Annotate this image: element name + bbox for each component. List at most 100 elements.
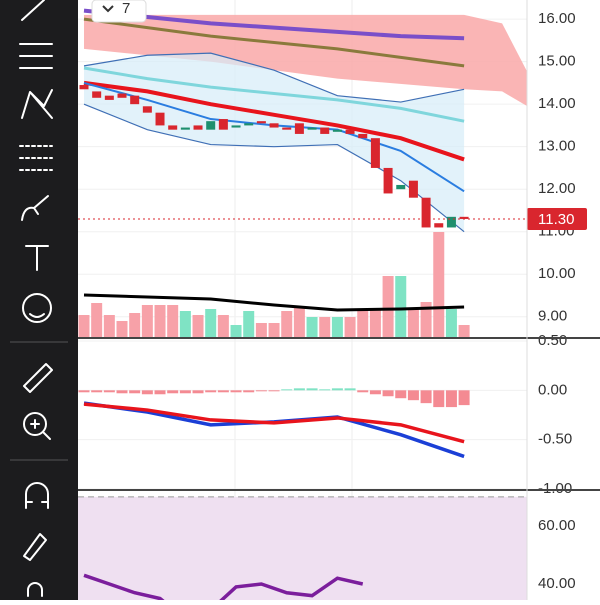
- y-tick-label: 0.00: [538, 381, 567, 398]
- volume-bar: [154, 305, 166, 337]
- emoji-smile: [29, 313, 45, 318]
- volume-bar: [91, 303, 103, 337]
- volume-bar: [129, 313, 141, 337]
- macd-hist: [293, 388, 305, 391]
- lock-drawing-tool[interactable]: [23, 533, 47, 561]
- volume-bar: [78, 315, 90, 337]
- macd-hist: [420, 390, 432, 404]
- y-tick-label: 15.00: [538, 53, 576, 70]
- candle-body: [193, 125, 203, 130]
- candle-body: [92, 91, 102, 98]
- macd-hist: [369, 390, 381, 395]
- y-tick-label: 13.00: [538, 138, 576, 155]
- macd-hist: [154, 390, 166, 395]
- y-tick-label: 14.00: [538, 95, 576, 112]
- macd-hist: [243, 390, 255, 393]
- candle-body: [294, 123, 304, 134]
- macd-hist: [255, 390, 267, 392]
- volume-bar: [458, 325, 470, 337]
- candle-body: [180, 127, 190, 130]
- candle-body: [370, 138, 380, 168]
- chevron: [102, 5, 114, 13]
- band-lower: [83, 103, 465, 233]
- candle-body: [396, 184, 406, 190]
- ruler-tool[interactable]: [23, 363, 53, 393]
- last-price-text: 11.30: [538, 211, 574, 228]
- macd-hist: [129, 390, 141, 394]
- y-tick-label: 10.00: [538, 265, 576, 282]
- lines-tool[interactable]: [19, 43, 53, 69]
- candle-body: [421, 197, 431, 228]
- candle-body: [142, 106, 152, 113]
- zoom-tool[interactable]: [23, 412, 47, 436]
- candle-body: [79, 85, 89, 90]
- volume-bar: [192, 315, 204, 337]
- volume-bar: [420, 302, 432, 337]
- badge-count: 7: [122, 0, 130, 17]
- indicator-badge[interactable]: [91, 0, 147, 23]
- candle-body: [231, 125, 241, 128]
- y-tick-label: 60.00: [538, 517, 576, 534]
- macd-hist: [357, 390, 369, 393]
- candle-body: [218, 119, 228, 130]
- y-tick-label: 16.00: [538, 10, 576, 27]
- macd-hist: [445, 390, 457, 408]
- lock-tool[interactable]: [27, 582, 43, 597]
- emoji-tool[interactable]: [22, 293, 52, 323]
- macd-hist: [331, 388, 343, 391]
- rsi-panel: [78, 491, 527, 600]
- macd-hist: [281, 389, 293, 391]
- rsi-line: [83, 573, 364, 600]
- macd-hist: [458, 390, 470, 406]
- volume-bar: [306, 317, 318, 337]
- brush-tool[interactable]: [21, 195, 49, 221]
- macd-hist: [217, 390, 229, 393]
- trendline-tool[interactable]: [21, 0, 45, 21]
- fib-tool[interactable]: [19, 145, 53, 171]
- volume-bar: [344, 317, 356, 337]
- macd-hist: [230, 390, 242, 393]
- text-tool[interactable]: [25, 245, 49, 271]
- volume-bar: [281, 311, 293, 337]
- volume-bar: [395, 276, 407, 337]
- rsi-band-fill: [78, 496, 527, 600]
- macd-hist: [433, 390, 445, 408]
- volume-bar: [230, 325, 242, 337]
- volume-bar: [331, 317, 343, 337]
- volume-ma: [83, 293, 465, 312]
- macd-hist: [116, 390, 128, 394]
- price-panel: [78, 0, 527, 338]
- volume-bar: [179, 311, 191, 337]
- volume-bar: [141, 305, 153, 337]
- candle-body: [104, 95, 114, 100]
- y-tick-label: -0.50: [538, 431, 572, 448]
- candle-body: [383, 167, 393, 194]
- candle-body: [459, 216, 469, 219]
- volume-bar: [369, 309, 381, 337]
- magnet-tool[interactable]: [25, 482, 49, 509]
- volume-bar: [433, 232, 445, 337]
- volume-bar: [357, 309, 369, 337]
- macd-hist: [167, 390, 179, 394]
- pattern-tool[interactable]: [21, 89, 53, 119]
- candle-body: [434, 223, 444, 228]
- macd-hist: [141, 390, 153, 395]
- volume-bar: [243, 311, 255, 337]
- volume-bar: [293, 307, 305, 337]
- macd-hist: [78, 390, 90, 393]
- macd-line: [83, 402, 465, 444]
- volume-bar: [103, 315, 115, 337]
- candle-body: [256, 121, 266, 124]
- y-tick-label: 9.00: [538, 308, 567, 325]
- y-tick-label: 40.00: [538, 575, 576, 592]
- toolbar: [0, 0, 78, 600]
- toolbar-icons[interactable]: [10, 0, 68, 597]
- macd-hist: [179, 390, 191, 394]
- macd-hist: [103, 390, 115, 393]
- candle-body: [269, 123, 279, 128]
- candle-body: [446, 216, 456, 228]
- candle-body: [244, 123, 254, 126]
- volume-bar: [445, 309, 457, 337]
